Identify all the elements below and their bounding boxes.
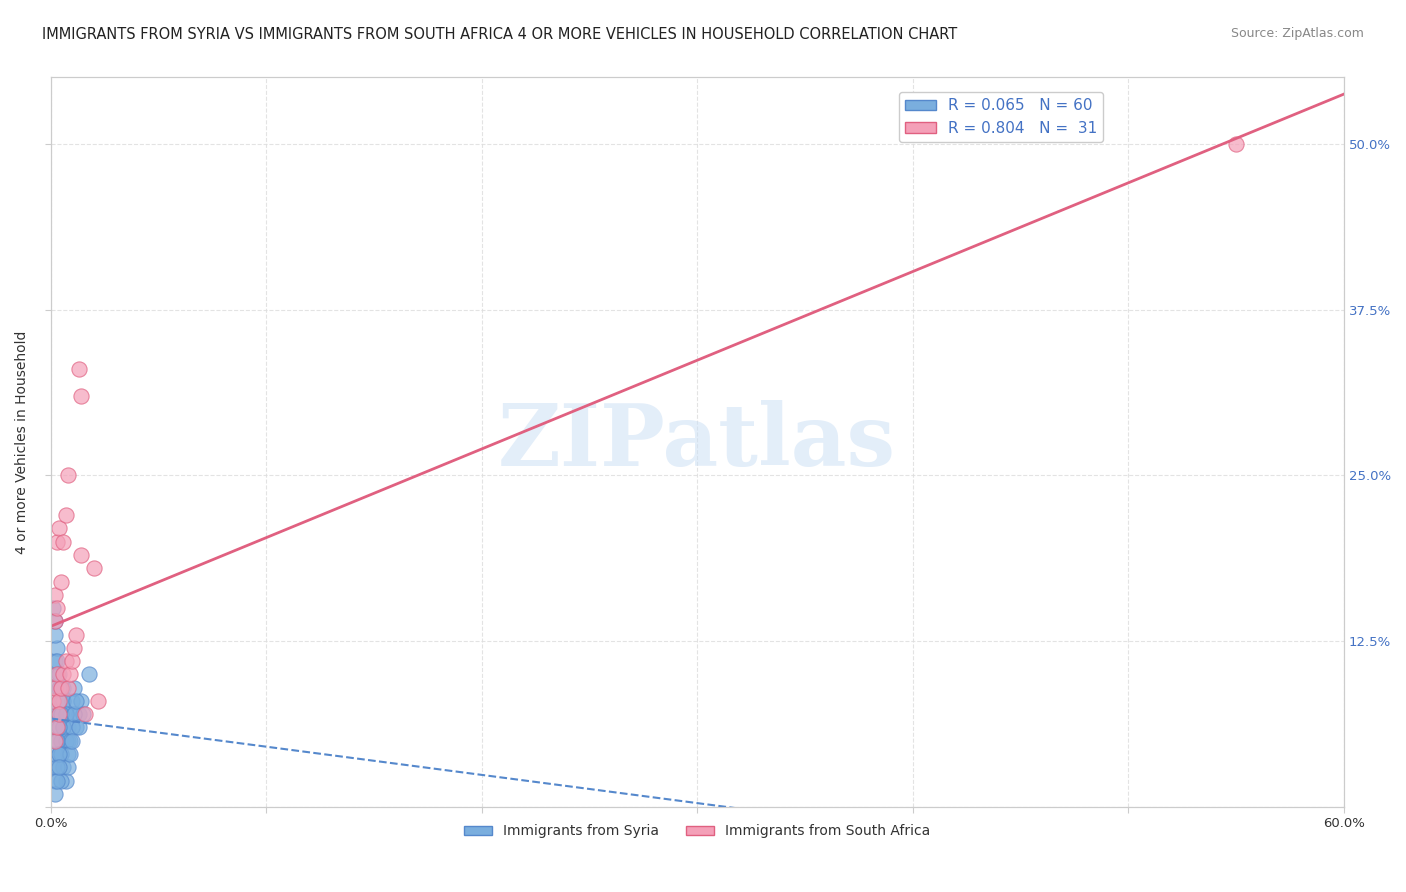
Point bbox=[69, 694, 91, 708]
Point bbox=[56, 681, 79, 695]
Point bbox=[69, 389, 91, 403]
Point bbox=[60, 654, 83, 668]
Text: ZIPatlas: ZIPatlas bbox=[498, 401, 896, 484]
Point bbox=[48, 760, 70, 774]
Text: IMMIGRANTS FROM SYRIA VS IMMIGRANTS FROM SOUTH AFRICA 4 OR MORE VEHICLES IN HOUS: IMMIGRANTS FROM SYRIA VS IMMIGRANTS FROM… bbox=[42, 27, 957, 42]
Point bbox=[69, 548, 91, 562]
Point bbox=[48, 667, 70, 681]
Point bbox=[72, 707, 94, 722]
Point bbox=[56, 760, 79, 774]
Point bbox=[44, 721, 66, 735]
Point bbox=[67, 707, 90, 722]
Point bbox=[46, 721, 69, 735]
Point bbox=[67, 362, 90, 376]
Text: Source: ZipAtlas.com: Source: ZipAtlas.com bbox=[1230, 27, 1364, 40]
Point bbox=[65, 694, 87, 708]
Point bbox=[83, 561, 105, 575]
Point bbox=[52, 721, 75, 735]
Point bbox=[48, 681, 70, 695]
Point bbox=[56, 733, 79, 747]
Point bbox=[51, 733, 73, 747]
Point bbox=[55, 654, 77, 668]
Point bbox=[60, 733, 83, 747]
Point bbox=[51, 681, 73, 695]
Point bbox=[51, 707, 73, 722]
Point bbox=[46, 733, 69, 747]
Point bbox=[65, 721, 87, 735]
Point bbox=[52, 694, 75, 708]
Point bbox=[60, 721, 83, 735]
Point bbox=[59, 747, 82, 761]
Point bbox=[44, 681, 66, 695]
Point bbox=[44, 681, 66, 695]
Point bbox=[41, 694, 63, 708]
Point bbox=[48, 747, 70, 761]
Point bbox=[46, 773, 69, 788]
Point bbox=[79, 667, 101, 681]
Point bbox=[46, 534, 69, 549]
Point bbox=[44, 787, 66, 801]
Point bbox=[46, 601, 69, 615]
Point bbox=[56, 721, 79, 735]
Point bbox=[44, 773, 66, 788]
Point bbox=[44, 747, 66, 761]
Point bbox=[55, 707, 77, 722]
Point bbox=[63, 681, 86, 695]
Point bbox=[51, 747, 73, 761]
Point bbox=[87, 694, 110, 708]
Point bbox=[44, 654, 66, 668]
Point bbox=[63, 640, 86, 655]
Point bbox=[46, 640, 69, 655]
Point bbox=[65, 627, 87, 641]
Legend: Immigrants from Syria, Immigrants from South Africa: Immigrants from Syria, Immigrants from S… bbox=[458, 819, 936, 844]
Point bbox=[73, 707, 96, 722]
Point bbox=[55, 773, 77, 788]
Point bbox=[52, 534, 75, 549]
Point bbox=[41, 760, 63, 774]
Point bbox=[52, 721, 75, 735]
Point bbox=[51, 574, 73, 589]
Point bbox=[44, 627, 66, 641]
Point bbox=[55, 733, 77, 747]
Point bbox=[51, 773, 73, 788]
Point bbox=[48, 707, 70, 722]
Point bbox=[46, 733, 69, 747]
Point bbox=[59, 707, 82, 722]
Point bbox=[52, 760, 75, 774]
Point bbox=[44, 615, 66, 629]
Point bbox=[52, 681, 75, 695]
Point bbox=[56, 468, 79, 483]
Point bbox=[48, 721, 70, 735]
Point bbox=[59, 667, 82, 681]
Point bbox=[1225, 136, 1247, 151]
Point bbox=[55, 508, 77, 523]
Point bbox=[48, 694, 70, 708]
Point bbox=[55, 707, 77, 722]
Point bbox=[48, 521, 70, 535]
Point bbox=[63, 707, 86, 722]
Point bbox=[46, 667, 69, 681]
Point bbox=[46, 667, 69, 681]
Point bbox=[44, 733, 66, 747]
Point bbox=[48, 707, 70, 722]
Point bbox=[59, 733, 82, 747]
Y-axis label: 4 or more Vehicles in Household: 4 or more Vehicles in Household bbox=[15, 331, 30, 554]
Point bbox=[41, 601, 63, 615]
Point bbox=[56, 747, 79, 761]
Point bbox=[44, 588, 66, 602]
Point bbox=[41, 694, 63, 708]
Point bbox=[46, 654, 69, 668]
Point bbox=[51, 681, 73, 695]
Point bbox=[48, 747, 70, 761]
Point bbox=[52, 667, 75, 681]
Point bbox=[51, 694, 73, 708]
Point bbox=[67, 721, 90, 735]
Point bbox=[44, 615, 66, 629]
Point bbox=[46, 760, 69, 774]
Point bbox=[41, 707, 63, 722]
Point bbox=[60, 694, 83, 708]
